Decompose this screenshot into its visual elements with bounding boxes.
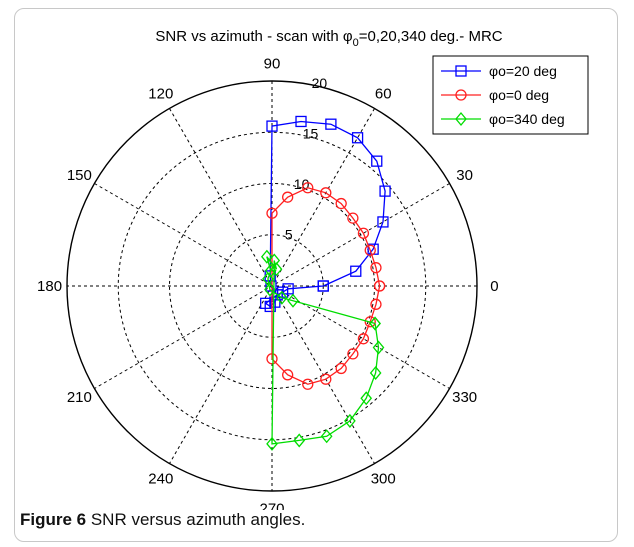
data-point-square [325, 118, 337, 130]
angle-tick-label: 120 [148, 85, 173, 102]
data-point-diamond [369, 365, 382, 380]
data-point-square [455, 65, 467, 77]
data-point-square [317, 280, 329, 292]
data-point-circle [370, 262, 382, 274]
polar-chart: SNR vs azimuth - scan with φ0=0,20,340 d… [37, 28, 589, 510]
data-point-circle [347, 348, 359, 360]
radial-tick-label: 10 [294, 176, 310, 192]
angle-tick-label: 240 [148, 471, 173, 488]
legend-label: φo=340 deg [489, 111, 565, 127]
data-point-diamond [360, 391, 373, 406]
data-point-square [266, 120, 278, 132]
data-point-circle [364, 244, 376, 256]
data-point-circle [364, 316, 376, 328]
chart-title: SNR vs azimuth - scan with φ0=0,20,340 d… [155, 28, 502, 49]
angle-tick-label: 210 [67, 389, 92, 406]
angle-tick-label: 30 [456, 167, 473, 184]
angle-tick-label: 270 [259, 500, 284, 510]
data-point-circle [455, 89, 467, 101]
data-point-diamond [260, 249, 273, 264]
data-point-square [260, 297, 272, 309]
legend-label: φo=20 deg [489, 63, 557, 79]
data-point-diamond [293, 433, 306, 448]
data-point-square [371, 155, 383, 167]
data-point-circle [335, 197, 347, 210]
radial-tick-label: 5 [285, 227, 293, 243]
data-point-circle [266, 353, 278, 365]
data-point-diamond [276, 290, 288, 305]
figure-caption: Figure 6 SNR versus azimuth angles. [20, 510, 305, 530]
data-point-circle [335, 362, 347, 375]
data-point-circle [357, 227, 370, 239]
data-point-circle [320, 187, 332, 199]
data-point-circle [282, 191, 294, 203]
series-layer [260, 115, 391, 451]
data-point-square [282, 283, 294, 295]
caption-text: SNR versus azimuth angles. [86, 510, 306, 529]
data-point-circle [370, 298, 382, 310]
data-point-diamond [320, 429, 333, 444]
data-point-square [377, 216, 389, 228]
data-point-circle [357, 333, 370, 345]
angle-tick-label: 0 [490, 278, 498, 295]
data-point-circle [373, 280, 386, 292]
data-point-diamond [455, 111, 467, 127]
data-point-circle [302, 378, 314, 390]
legend-label: φo=0 deg [489, 87, 549, 103]
angle-tick-label: 180 [37, 278, 62, 295]
data-point-square [351, 132, 364, 144]
data-point-diamond [262, 271, 274, 286]
series-2 [260, 249, 385, 451]
data-point-diamond [372, 340, 385, 355]
angle-tick-label: 330 [452, 389, 477, 406]
data-point-circle [302, 182, 314, 194]
data-point-diamond [264, 282, 276, 297]
data-point-circle [282, 369, 294, 381]
data-point-diamond [369, 316, 381, 331]
data-point-diamond [344, 413, 356, 428]
data-point-square [350, 265, 362, 277]
data-point-circle [347, 212, 359, 224]
angle-tick-label: 150 [67, 167, 92, 184]
data-point-circle [266, 207, 278, 219]
angle-tick-label: 300 [371, 471, 396, 488]
angle-tick-label: 60 [375, 85, 392, 102]
angle-tick-label: 90 [264, 56, 281, 73]
series-line [266, 256, 380, 445]
data-point-diamond [266, 436, 278, 451]
data-point-square [295, 115, 307, 128]
radial-tick-label: 20 [312, 75, 328, 91]
legend: φo=20 deg φo=0 deg φo=340 deg [432, 55, 589, 135]
caption-label: Figure 6 [20, 510, 87, 529]
data-point-square [379, 185, 391, 197]
data-point-circle [320, 373, 332, 385]
data-point-diamond [287, 293, 299, 308]
radial-tick-label: 15 [303, 126, 319, 142]
